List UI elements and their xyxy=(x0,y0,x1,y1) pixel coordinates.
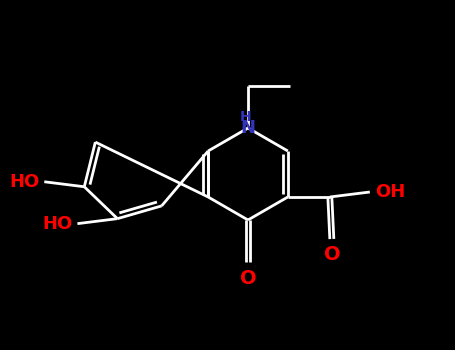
Text: OH: OH xyxy=(375,183,405,201)
Text: N: N xyxy=(241,119,256,137)
Text: O: O xyxy=(240,268,256,287)
Text: HO: HO xyxy=(42,215,72,233)
Text: HO: HO xyxy=(9,173,40,191)
Text: O: O xyxy=(324,245,340,265)
Text: H: H xyxy=(240,110,252,124)
